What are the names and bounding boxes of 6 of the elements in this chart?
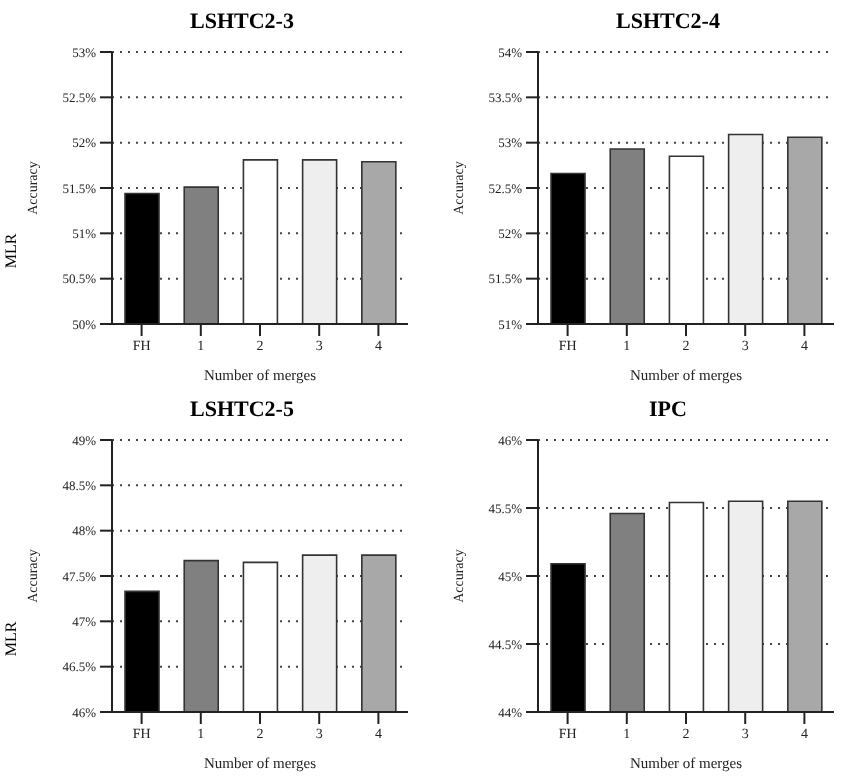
chart-title: LSHTC2-4 (614, 8, 722, 38)
chart-title: LSHTC2-5 (188, 396, 296, 426)
text: MLR (3, 232, 21, 268)
text: MLR (3, 620, 21, 656)
chart-title: LSHTC2-3 (188, 8, 296, 38)
chart-title: IPC (647, 396, 689, 426)
